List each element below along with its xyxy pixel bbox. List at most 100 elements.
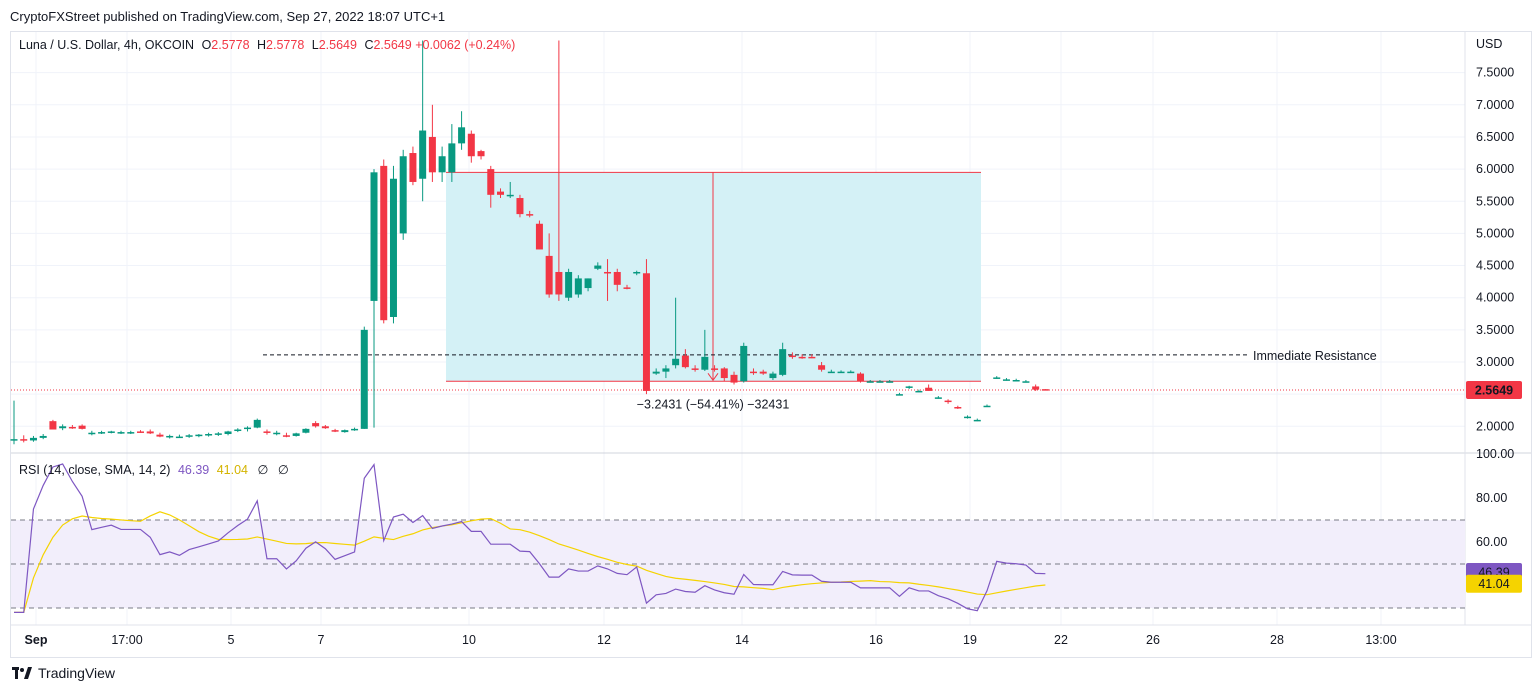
- candle-body[interactable]: [857, 373, 865, 382]
- candle-body[interactable]: [876, 381, 884, 383]
- candle-body[interactable]: [964, 416, 972, 419]
- candle-body[interactable]: [954, 407, 962, 409]
- candle-body[interactable]: [623, 287, 631, 289]
- candle-body[interactable]: [477, 151, 485, 157]
- candle-body[interactable]: [613, 271, 621, 285]
- candle-body[interactable]: [448, 143, 456, 173]
- candle-body[interactable]: [642, 273, 650, 391]
- candle-body[interactable]: [701, 356, 709, 370]
- candle-body[interactable]: [195, 434, 203, 437]
- candle-body[interactable]: [535, 223, 543, 250]
- candle-body[interactable]: [837, 371, 845, 374]
- candle-body[interactable]: [506, 194, 514, 197]
- candle-body[interactable]: [273, 432, 281, 435]
- candle-body[interactable]: [127, 432, 135, 434]
- candle-body[interactable]: [224, 431, 232, 435]
- candle-body[interactable]: [1002, 379, 1010, 381]
- candle-body[interactable]: [467, 133, 475, 157]
- candle-body[interactable]: [234, 429, 242, 432]
- candle-body[interactable]: [516, 198, 524, 215]
- candle-body[interactable]: [458, 127, 466, 144]
- candle-body[interactable]: [866, 381, 874, 383]
- candle-body[interactable]: [749, 371, 757, 374]
- candle-body[interactable]: [934, 397, 942, 399]
- candle-body[interactable]: [29, 437, 37, 441]
- candle-body[interactable]: [662, 368, 670, 372]
- candle-body[interactable]: [1041, 389, 1049, 391]
- candle-body[interactable]: [253, 419, 261, 428]
- candle-body[interactable]: [905, 386, 913, 388]
- candle-body[interactable]: [107, 431, 115, 433]
- candle-body[interactable]: [409, 153, 417, 182]
- candle-body[interactable]: [915, 390, 923, 393]
- candle-body[interactable]: [59, 426, 67, 429]
- candle-body[interactable]: [497, 191, 504, 195]
- candle-body[interactable]: [818, 365, 826, 370]
- candle-body[interactable]: [419, 130, 427, 179]
- candle-body[interactable]: [633, 271, 641, 274]
- candle-body[interactable]: [399, 156, 407, 234]
- candle-body[interactable]: [604, 271, 612, 274]
- candle-body[interactable]: [769, 373, 777, 379]
- candle-body[interactable]: [312, 423, 320, 427]
- candle-body[interactable]: [166, 435, 174, 438]
- candle-body[interactable]: [428, 136, 436, 173]
- candle-body[interactable]: [205, 434, 213, 436]
- candle-body[interactable]: [983, 405, 991, 408]
- candle-body[interactable]: [185, 435, 193, 437]
- candle-body[interactable]: [1032, 386, 1040, 390]
- candle-body[interactable]: [555, 271, 563, 295]
- candle-body[interactable]: [136, 431, 144, 433]
- candle-body[interactable]: [759, 371, 767, 374]
- candle-body[interactable]: [175, 436, 183, 439]
- candle-body[interactable]: [68, 426, 76, 429]
- candle-body[interactable]: [827, 371, 835, 374]
- candle-body[interactable]: [20, 439, 28, 441]
- candle-body[interactable]: [944, 400, 952, 403]
- candle-body[interactable]: [720, 368, 728, 379]
- candle-body[interactable]: [740, 345, 748, 382]
- candle-body[interactable]: [886, 381, 894, 383]
- candle-body[interactable]: [49, 421, 57, 430]
- candle-body[interactable]: [487, 169, 495, 195]
- candle-body[interactable]: [808, 356, 816, 359]
- candle-body[interactable]: [565, 271, 573, 298]
- candle-body[interactable]: [117, 432, 125, 434]
- candle-body[interactable]: [292, 433, 300, 436]
- candle-body[interactable]: [78, 425, 86, 429]
- candle-body[interactable]: [584, 278, 592, 289]
- candle-body[interactable]: [672, 358, 680, 366]
- candle-body[interactable]: [1022, 381, 1030, 383]
- candle-body[interactable]: [895, 394, 903, 396]
- tradingview-brand[interactable]: TradingView: [12, 665, 115, 681]
- candle-body[interactable]: [545, 255, 553, 295]
- candle-body[interactable]: [39, 435, 47, 438]
- candle-body[interactable]: [652, 371, 660, 374]
- candle-body[interactable]: [98, 432, 106, 434]
- candle-body[interactable]: [302, 428, 310, 433]
- candle-body[interactable]: [263, 431, 271, 433]
- candle-body[interactable]: [341, 430, 349, 433]
- candle-body[interactable]: [10, 439, 18, 441]
- candle-body[interactable]: [389, 178, 397, 317]
- candle-body[interactable]: [244, 427, 252, 430]
- candle-body[interactable]: [574, 278, 582, 295]
- candle-body[interactable]: [282, 435, 290, 437]
- candle-body[interactable]: [993, 377, 1001, 379]
- candle-body[interactable]: [214, 433, 222, 435]
- candle-body[interactable]: [847, 371, 855, 374]
- candle-body[interactable]: [321, 426, 329, 429]
- candle-body[interactable]: [925, 387, 933, 391]
- candle-body[interactable]: [788, 355, 796, 358]
- candle-body[interactable]: [526, 214, 534, 216]
- candle-body[interactable]: [1012, 380, 1020, 382]
- candle-body[interactable]: [973, 419, 981, 422]
- candle-body[interactable]: [351, 428, 359, 431]
- candle-body[interactable]: [438, 156, 446, 173]
- candle-body[interactable]: [681, 355, 689, 368]
- candle-body[interactable]: [711, 368, 719, 370]
- candle-body[interactable]: [779, 349, 787, 375]
- candle-body[interactable]: [360, 329, 368, 429]
- candle-body[interactable]: [146, 431, 154, 434]
